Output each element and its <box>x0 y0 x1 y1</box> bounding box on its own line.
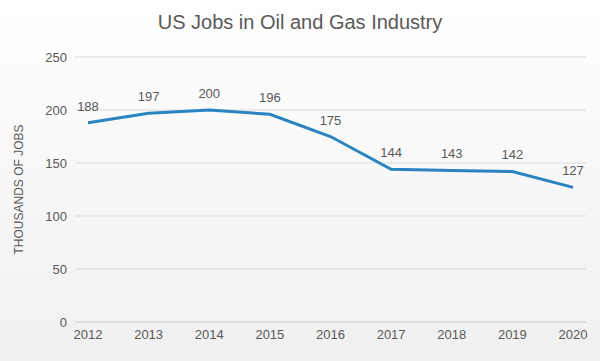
svg-text:196: 196 <box>259 90 281 105</box>
svg-text:2020: 2020 <box>559 327 588 342</box>
svg-text:143: 143 <box>441 146 463 161</box>
svg-text:0: 0 <box>60 315 67 330</box>
svg-text:2013: 2013 <box>134 327 163 342</box>
svg-text:2018: 2018 <box>437 327 466 342</box>
svg-text:THOUSANDS OF JOBS: THOUSANDS OF JOBS <box>12 124 26 254</box>
svg-text:2015: 2015 <box>255 327 284 342</box>
svg-text:197: 197 <box>138 89 160 104</box>
svg-text:150: 150 <box>45 156 67 171</box>
svg-text:2016: 2016 <box>316 327 345 342</box>
svg-text:100: 100 <box>45 209 67 224</box>
svg-text:2017: 2017 <box>377 327 406 342</box>
html-text:US Jobs in Oil and Gas Industr: US Jobs in Oil and Gas Industry <box>157 11 443 33</box>
svg-text:2019: 2019 <box>498 327 527 342</box>
svg-text:188: 188 <box>77 99 99 114</box>
svg-text:144: 144 <box>380 145 402 160</box>
svg-text:200: 200 <box>45 103 67 118</box>
svg-text:250: 250 <box>45 50 67 65</box>
svg-text:200: 200 <box>198 86 220 101</box>
svg-text:2014: 2014 <box>195 327 224 342</box>
svg-text:2012: 2012 <box>74 327 103 342</box>
svg-text:142: 142 <box>502 147 524 162</box>
svg-text:175: 175 <box>320 113 342 128</box>
svg-text:50: 50 <box>53 262 67 277</box>
svg-text:127: 127 <box>562 163 584 178</box>
